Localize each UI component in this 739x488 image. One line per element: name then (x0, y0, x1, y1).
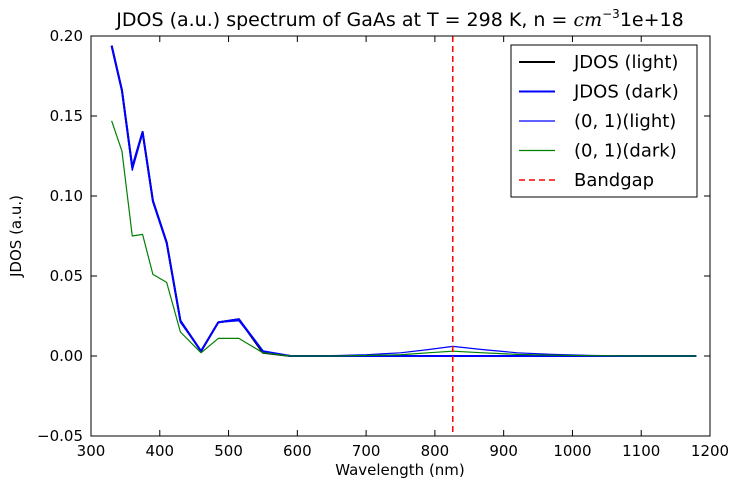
series-layer (110, 45, 697, 357)
legend-entry: (0, 1)(light) (519, 111, 676, 132)
x-tick-label: 500 (214, 442, 243, 460)
legend-label: (0, 1)(dark) (574, 141, 677, 162)
y-tick-label: 0.10 (50, 187, 83, 205)
x-tick-label: 700 (352, 442, 381, 460)
x-tick-label: 900 (489, 442, 518, 460)
legend-entry: Bandgap (519, 170, 654, 191)
y-tick-label: 0.15 (50, 107, 83, 125)
y-axis-ticks: −0.05 0.00 0.05 0.10 0.15 0.20 (37, 27, 710, 445)
x-axis-ticks: 300 400 500 600 700 800 900 1000 1100 1200 (77, 36, 729, 460)
legend-label: (0, 1)(light) (574, 111, 676, 132)
chart-title: JDOS (a.u.) spectrum of GaAs at T = 298 … (115, 7, 683, 31)
legend-label: JDOS (dark) (573, 82, 679, 103)
legend-label: Bandgap (574, 170, 654, 191)
y-tick-label: 0.00 (50, 347, 83, 365)
x-tick-label: 1200 (691, 442, 729, 460)
y-tick-label: 0.20 (50, 27, 83, 45)
legend-label: JDOS (light) (573, 52, 678, 73)
y-axis-label: JDOS (a.u.) (7, 195, 25, 278)
plot-frame (90, 35, 711, 437)
x-tick-label: 1000 (553, 442, 591, 460)
x-tick-label: 1100 (622, 442, 660, 460)
x-axis-label: Wavelength (nm) (335, 461, 465, 479)
series-line-4 (111, 120, 697, 357)
legend: JDOS (light) JDOS (dark) (0, 1)(light) (0, … (510, 44, 698, 198)
legend-entry: JDOS (light) (519, 52, 678, 73)
x-tick-label: 400 (145, 442, 174, 460)
x-tick-label: 800 (421, 442, 450, 460)
legend-entry: (0, 1)(dark) (519, 141, 677, 162)
y-tick-label: 0.05 (50, 267, 83, 285)
plot-area: 300 400 500 600 700 800 900 1000 1100 1200 −0.05 0… (37, 27, 729, 460)
legend-entry: JDOS (dark) (519, 82, 679, 103)
x-tick-label: 600 (283, 442, 312, 460)
legend-items: JDOS (light) JDOS (dark) (0, 1)(light) (0, … (519, 52, 679, 191)
y-tick-label: −0.05 (37, 427, 83, 445)
x-tick-label: 300 (77, 442, 106, 460)
